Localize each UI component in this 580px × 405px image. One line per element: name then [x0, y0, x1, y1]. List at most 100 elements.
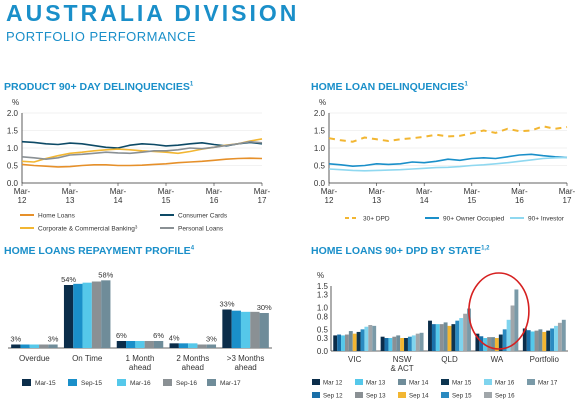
y-tick-label: 2.0 — [7, 109, 19, 118]
legend-swatch — [398, 392, 406, 398]
series-line-home-loans — [21, 157, 263, 168]
bar-sep-12 — [384, 338, 389, 351]
bar-sep-12 — [479, 336, 484, 351]
legend-label: Sep 16 — [495, 393, 515, 400]
bar-mar-17 — [561, 319, 566, 351]
bar-sep-13 — [392, 336, 397, 351]
legend-swatch — [355, 392, 363, 398]
legend-label: Sep-16 — [176, 380, 197, 387]
bar-mar-15 — [498, 334, 503, 351]
data-label: 3% — [10, 335, 21, 344]
category-label: 2 Months — [176, 354, 209, 363]
data-label: 58% — [98, 270, 113, 279]
legend-footnote: 3 — [135, 224, 138, 229]
legend-label: Mar-16 — [130, 380, 151, 387]
x-tick-label: 12 — [325, 196, 334, 205]
legend-label: 90+ Owner Occupied — [443, 216, 505, 223]
y-tick-label: 0.5 — [314, 162, 326, 171]
x-tick-label: 17 — [563, 196, 572, 205]
y-tick-label: 1.5 — [317, 282, 329, 291]
bar-mar-13 — [530, 331, 535, 351]
bar-sep-12 — [337, 334, 342, 351]
bar-sep-16 — [197, 344, 207, 348]
bar-sep-15 — [550, 328, 555, 351]
bar-mar-16 — [554, 325, 558, 351]
legend-label: Mar-17 — [220, 380, 241, 387]
x-tick-label: Mar- — [14, 187, 31, 196]
x-tick-label: 13 — [66, 196, 75, 205]
bar-sep-13 — [439, 324, 444, 351]
y-unit-label: % — [12, 98, 19, 107]
bar-mar-14 — [443, 322, 448, 351]
bar-mar-13 — [341, 335, 345, 351]
x-tick-label: 15 — [162, 196, 171, 205]
category-label: NSW — [393, 355, 412, 364]
product-delinquencies-title: PRODUCT 90+ DAY DELINQUENCIES1 — [4, 81, 194, 93]
bar-sep-16 — [91, 281, 102, 348]
data-label: 3% — [206, 335, 217, 344]
y-tick-label: 1.0 — [317, 304, 329, 313]
x-tick-label: Mar- — [110, 187, 127, 196]
legend-label: Sep 12 — [323, 393, 343, 400]
data-label: 6% — [116, 331, 127, 340]
bar-mar-17 — [153, 341, 164, 348]
repayment-profile-title: HOME LOANS REPAYMENT PROFILE4 — [4, 245, 195, 257]
legend-swatch — [441, 379, 449, 385]
bar-mar-15 — [356, 331, 361, 351]
legend-label: Sep 15 — [452, 393, 472, 400]
series-line-90-owner-occupied — [328, 153, 568, 167]
legend-label: Mar 14 — [409, 380, 429, 387]
x-tick-label: Mar- — [511, 187, 528, 196]
legend-swatch — [398, 379, 406, 385]
bar-sep-16 — [368, 325, 373, 351]
category-label: VIC — [348, 355, 362, 364]
bar-mar-16 — [506, 319, 511, 351]
bar-mar-15 — [222, 309, 232, 348]
bar-sep-12 — [526, 330, 531, 351]
bar-mar-14 — [348, 331, 353, 351]
x-tick-label: 16 — [515, 196, 524, 205]
bar-sep-15 — [407, 336, 412, 351]
bar-sep-16 — [463, 313, 468, 351]
legend-label: 90+ Investor — [528, 216, 565, 223]
category-label: Portfolio — [530, 355, 560, 364]
bar-mar-16 — [82, 282, 92, 348]
highlight-ellipse — [468, 272, 530, 350]
bar-sep-15 — [178, 343, 189, 348]
x-tick-label: Mar- — [254, 187, 271, 196]
bar-sep-14 — [352, 333, 357, 351]
bar-mar-17 — [206, 344, 217, 348]
bar-mar-15 — [451, 324, 456, 351]
bar-sep-13 — [487, 337, 492, 351]
x-tick-label: Mar- — [416, 187, 433, 196]
y-unit-label: % — [317, 271, 324, 280]
bar-sep-13 — [534, 330, 539, 351]
bar-sep-16 — [250, 311, 260, 348]
bar-mar-17 — [467, 308, 471, 351]
bar-sep-14 — [494, 338, 499, 351]
legend-swatch — [527, 379, 535, 385]
legend-swatch — [484, 379, 492, 385]
bar-mar-12 — [428, 320, 432, 351]
bar-sep-14 — [400, 338, 405, 351]
y-tick-label: 1.3 — [317, 291, 329, 300]
bar-mar-12 — [522, 328, 527, 351]
x-tick-label: Mar- — [559, 187, 576, 196]
x-tick-label: 15 — [467, 196, 476, 205]
bar-sep-15 — [455, 320, 460, 351]
bar-mar-12 — [475, 333, 480, 351]
legend-label: Mar-15 — [35, 380, 56, 387]
y-tick-label: 0.0 — [314, 179, 326, 188]
legend-swatch — [312, 379, 320, 385]
category-label: ahead — [129, 363, 151, 372]
bar-mar-17 — [259, 313, 269, 348]
y-tick-label: 0.8 — [317, 312, 329, 321]
legend-swatch — [163, 379, 172, 386]
bar-sep-14 — [542, 331, 547, 351]
y-tick-label: 1.5 — [7, 127, 19, 136]
legend-swatch — [68, 379, 77, 386]
y-tick-label: 0.5 — [317, 325, 329, 334]
legend-label: Mar 15 — [452, 380, 472, 387]
bar-sep-16 — [39, 344, 49, 348]
bar-sep-16 — [415, 333, 420, 351]
